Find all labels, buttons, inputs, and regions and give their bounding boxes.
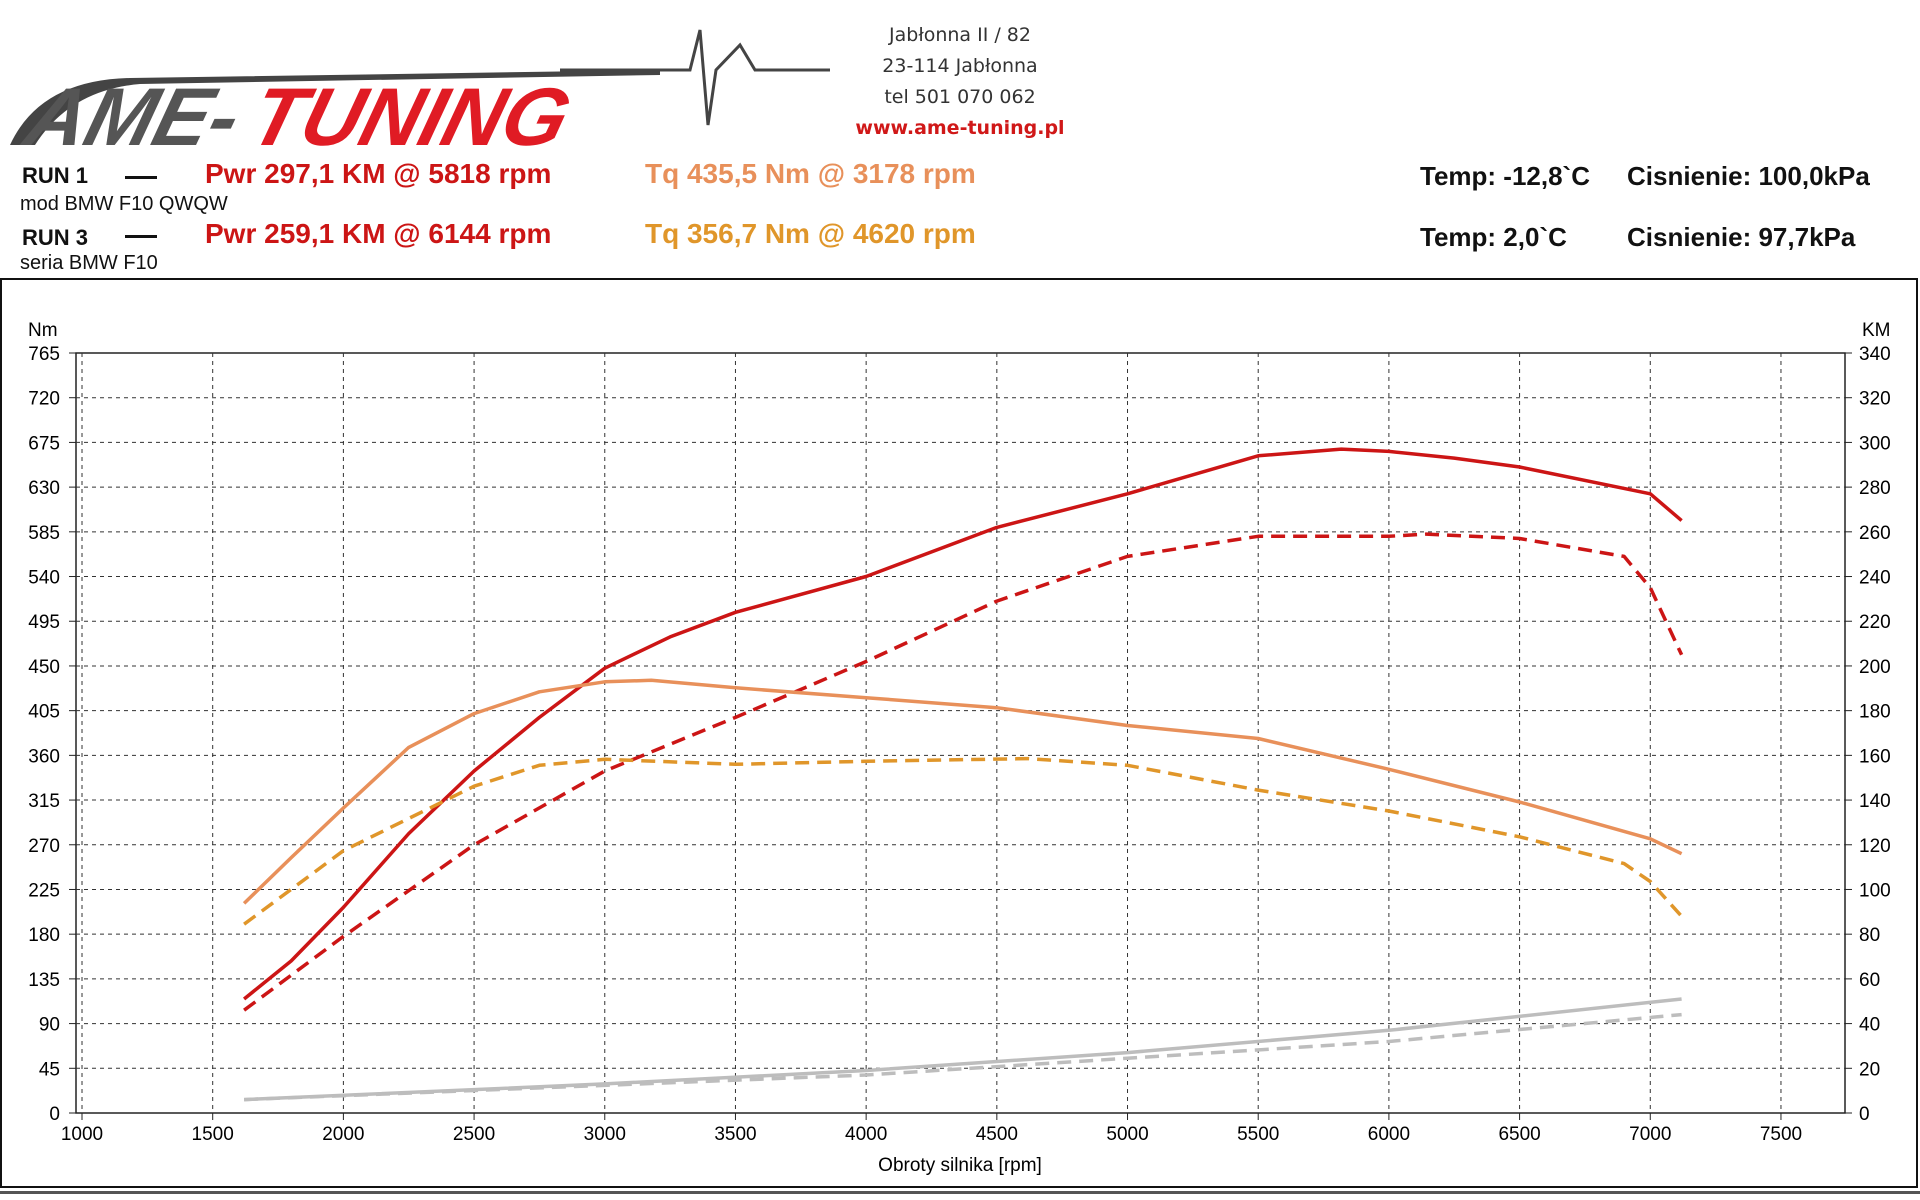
y-right-tick-label: 220 — [1859, 612, 1891, 633]
run1-torque: Tq 435,5 Nm @ 3178 rpm — [645, 158, 976, 189]
y-left-tick-label: 630 — [28, 478, 60, 499]
y-right-tick-label: 260 — [1859, 523, 1891, 544]
x-tick-label: 4000 — [845, 1124, 887, 1145]
y-left-tick-label: 540 — [28, 568, 60, 589]
y-right-tick-label: 200 — [1859, 657, 1891, 678]
bottom-rule — [0, 1191, 1920, 1194]
y-right-tick-label: 100 — [1859, 880, 1891, 901]
y-left-tick-label: 270 — [28, 836, 60, 857]
run1-power: Pwr 297,1 KM @ 5818 rpm — [205, 158, 552, 189]
x-tick-label: 6500 — [1498, 1124, 1540, 1145]
y-left-tick-label: 675 — [28, 433, 60, 454]
x-axis-label: Obroty silnika [rpm] — [878, 1155, 1042, 1176]
y-left-tick-label: 405 — [28, 702, 60, 723]
run1-pressure: Cisnienie: 100,0kPa — [1627, 161, 1870, 191]
x-tick-label: 2000 — [322, 1124, 364, 1145]
y-left-tick-label: 495 — [28, 612, 60, 633]
y-right-tick-label: 240 — [1859, 568, 1891, 589]
series-run-1-torque — [242, 678, 1683, 905]
run3-line-swatch — [125, 235, 157, 238]
address-line: 23-114 Jabłonna — [882, 55, 1038, 77]
x-tick-label: 3500 — [714, 1124, 756, 1145]
svg-text:AME-: AME- — [14, 70, 250, 160]
y-right-tick-label: 140 — [1859, 791, 1891, 812]
y-right-tick-label: 80 — [1859, 925, 1880, 946]
series-run-3-torque — [243, 756, 1683, 926]
y-right-tick-label: 160 — [1859, 746, 1891, 767]
x-tick-label: 5000 — [1106, 1124, 1148, 1145]
run3-temp: Temp: 2,0`C — [1420, 222, 1567, 252]
x-tick-label: 7000 — [1629, 1124, 1671, 1145]
left-axis-label: Nm — [28, 320, 58, 341]
address-line: Jabłonna II / 82 — [889, 24, 1031, 46]
run3-pressure: Cisnienie: 97,7kPa — [1627, 222, 1856, 252]
right-axis-label: KM — [1862, 320, 1891, 341]
x-tick-label: 1000 — [61, 1124, 103, 1145]
y-right-tick-label: 20 — [1859, 1059, 1880, 1080]
y-right-tick-label: 60 — [1859, 970, 1880, 991]
run3-label: RUN 3 — [22, 225, 89, 250]
y-right-tick-label: 180 — [1859, 702, 1891, 723]
logo-graphic: AME- TUNING — [10, 29, 830, 160]
y-left-tick-label: 225 — [28, 880, 60, 901]
website-link[interactable]: www.ame-tuning.pl — [855, 117, 1065, 139]
series-run-3-power — [243, 532, 1684, 1012]
y-left-tick-label: 180 — [28, 925, 60, 946]
x-tick-label: 7500 — [1760, 1124, 1802, 1145]
y-right-tick-label: 280 — [1859, 478, 1891, 499]
y-left-tick-label: 450 — [28, 657, 60, 678]
run1-temp: Temp: -12,8`C — [1420, 161, 1590, 191]
x-tick-label: 5500 — [1237, 1124, 1279, 1145]
run3-desc: seria BMW F10 — [20, 252, 158, 274]
y-left-tick-label: 0 — [49, 1104, 60, 1125]
x-tick-label: 2500 — [453, 1124, 495, 1145]
plot-area — [75, 352, 1846, 1114]
run1-line-swatch — [125, 176, 157, 179]
address-line: tel 501 070 062 — [884, 86, 1036, 108]
y-right-tick-label: 0 — [1859, 1104, 1870, 1125]
x-tick-label: 4500 — [976, 1124, 1018, 1145]
y-right-tick-label: 320 — [1859, 389, 1891, 410]
y-left-tick-label: 45 — [39, 1059, 60, 1080]
y-right-tick-label: 40 — [1859, 1015, 1880, 1036]
y-left-tick-label: 90 — [39, 1015, 60, 1036]
y-left-tick-label: 315 — [28, 791, 60, 812]
y-right-tick-label: 340 — [1859, 344, 1891, 365]
y-left-tick-label: 765 — [28, 344, 60, 365]
chart-frame — [0, 278, 1918, 1188]
y-left-tick-label: 360 — [28, 746, 60, 767]
y-left-tick-label: 135 — [28, 970, 60, 991]
x-tick-label: 6000 — [1368, 1124, 1410, 1145]
run3-power: Pwr 259,1 KM @ 6144 rpm — [205, 218, 552, 249]
run1-label: RUN 1 — [22, 163, 89, 188]
x-tick-label: 1500 — [192, 1124, 234, 1145]
y-right-tick-label: 120 — [1859, 836, 1891, 857]
y-left-tick-label: 585 — [28, 523, 60, 544]
run3-torque: Tq 356,7 Nm @ 4620 rpm — [645, 218, 976, 249]
y-left-tick-label: 720 — [28, 389, 60, 410]
svg-text:TUNING: TUNING — [241, 70, 580, 160]
series-run-1-power — [242, 447, 1683, 1001]
x-tick-label: 3000 — [584, 1124, 626, 1145]
y-right-tick-label: 300 — [1859, 433, 1891, 454]
series-run-3-loss — [244, 1012, 1682, 1102]
series-run-1-loss — [244, 997, 1682, 1102]
run1-desc: mod BMW F10 QWQW — [20, 193, 228, 215]
